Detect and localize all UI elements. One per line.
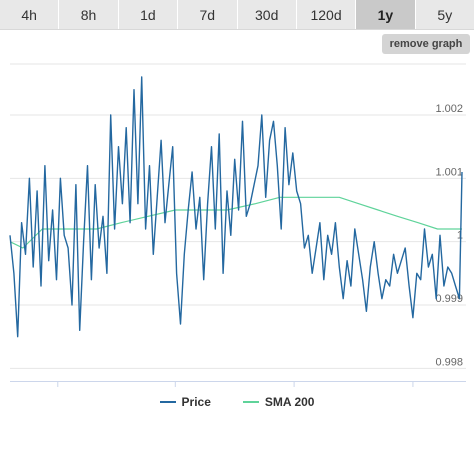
legend: Price SMA 200 [0,392,474,412]
legend-label-price: Price [181,395,211,409]
y-tick-label: 1.002 [435,103,463,115]
legend-item-sma-200[interactable]: SMA 200 [242,395,315,409]
legend-label-sma-200: SMA 200 [264,395,315,409]
y-axis: 0.998 0.999 1 1.001 1.002 [435,103,463,368]
y-tick-label: 1.001 [435,166,463,178]
tab-120d[interactable]: 120d [296,0,357,29]
price-series-line[interactable] [9,76,463,338]
legend-item-price[interactable]: Price [159,395,211,409]
tab-8h[interactable]: 8h [59,0,119,29]
tab-1d[interactable]: 1d [118,0,179,29]
tab-7d[interactable]: 7d [178,0,238,29]
tab-1y[interactable]: 1y [356,0,416,29]
sma-200-series-line[interactable] [9,196,462,249]
grid [10,63,466,369]
price-legend-swatch [159,401,176,403]
tab-4h[interactable]: 4h [0,0,60,29]
y-tick-label: 0.998 [435,356,463,368]
series [9,76,463,338]
y-tick-label: 0.999 [435,293,463,305]
price-chart: Apr '25Jul '25Oct '25Jan '26 0.998 0.999 1… [9,63,466,387]
y-tick-label: 1 [457,230,463,242]
sma-legend-swatch [242,401,259,403]
tab-5y[interactable]: 5y [415,0,474,29]
timeframe-tabs: 4h 8h 1d 7d 30d 120d 1y 5y [0,0,474,30]
remove-graph-button[interactable]: remove graph [382,34,470,54]
x-axis: Apr '25Jul '25Oct '25Jan '26 [10,381,466,387]
tab-30d[interactable]: 30d [237,0,297,29]
